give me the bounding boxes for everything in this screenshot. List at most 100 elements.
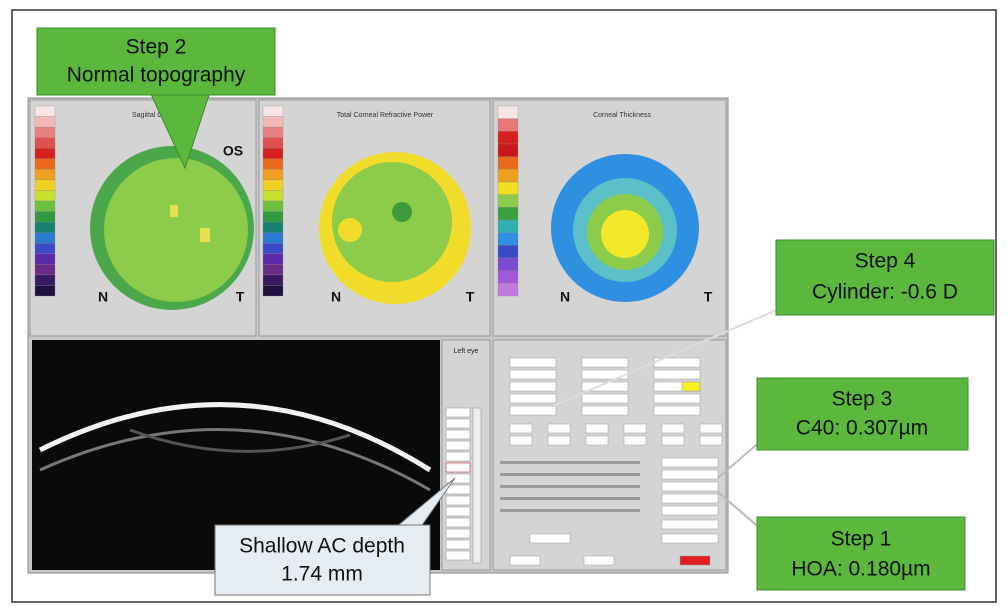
field-label xyxy=(500,509,640,512)
scale-swatch xyxy=(35,106,55,117)
field xyxy=(662,458,718,467)
scale-swatch xyxy=(263,117,283,128)
field xyxy=(662,494,718,503)
map-thickness xyxy=(551,154,699,302)
callout-value: 1.74 mm xyxy=(281,563,363,586)
field xyxy=(662,470,718,479)
callout-text: Cylinder: -0.6 D xyxy=(812,281,958,304)
list-row xyxy=(446,430,470,439)
field xyxy=(662,520,718,529)
field xyxy=(624,424,646,433)
scale-swatch xyxy=(35,285,55,296)
list-row xyxy=(446,529,470,538)
map-title: Corneal Thickness xyxy=(593,112,651,119)
list-row xyxy=(446,518,470,527)
field xyxy=(510,382,556,391)
field xyxy=(548,424,570,433)
field xyxy=(510,424,532,433)
nasal-label: N xyxy=(331,289,341,305)
scale-swatch xyxy=(263,106,283,117)
scale-swatch xyxy=(498,207,518,220)
scale-swatch xyxy=(263,169,283,180)
field xyxy=(586,436,608,445)
field xyxy=(582,394,628,403)
scale-swatch xyxy=(498,157,518,170)
scale-swatch xyxy=(498,106,518,119)
scale-swatch xyxy=(35,243,55,254)
list-row xyxy=(446,540,470,549)
field xyxy=(654,370,700,379)
nasal-label: N xyxy=(560,289,570,305)
list-row xyxy=(446,419,470,428)
field xyxy=(662,424,684,433)
field xyxy=(510,370,556,379)
field xyxy=(584,556,614,565)
callout-title: Shallow AC depth xyxy=(239,535,405,558)
scale-swatch xyxy=(35,233,55,244)
list-row xyxy=(446,441,470,450)
scale-swatch xyxy=(35,159,55,170)
scale-swatch xyxy=(263,201,283,212)
scale-swatch xyxy=(498,195,518,208)
callout-text: HOA: 0.180µm xyxy=(791,558,930,581)
scale-swatch xyxy=(263,285,283,296)
field-highlight xyxy=(682,382,700,391)
callout-step: Step 1 xyxy=(831,528,892,551)
scale-swatch xyxy=(263,159,283,170)
scale-swatch xyxy=(35,222,55,233)
scale-swatch xyxy=(263,212,283,223)
map-refractive xyxy=(319,152,471,304)
field xyxy=(530,534,570,543)
field-label xyxy=(500,497,640,500)
scale-swatch xyxy=(35,117,55,128)
field xyxy=(582,406,628,415)
scale-swatch xyxy=(263,138,283,149)
callout-text: C40: 0.307µm xyxy=(796,417,928,440)
scale-swatch xyxy=(263,127,283,138)
scale-swatch xyxy=(498,245,518,258)
field xyxy=(662,482,718,491)
scale-swatch xyxy=(263,275,283,286)
scale-swatch xyxy=(498,144,518,157)
list-row xyxy=(446,408,470,417)
scale-swatch xyxy=(263,148,283,159)
scale-swatch xyxy=(263,180,283,191)
scale-swatch xyxy=(498,182,518,195)
field-label xyxy=(500,473,640,476)
scale-swatch xyxy=(263,243,283,254)
field xyxy=(662,506,718,515)
scale-swatch xyxy=(35,169,55,180)
field xyxy=(700,436,722,445)
scale-swatch xyxy=(35,180,55,191)
field xyxy=(510,394,556,403)
temporal-label: T xyxy=(466,289,475,305)
field-label xyxy=(500,461,640,464)
list-row xyxy=(446,551,470,560)
scale-swatch xyxy=(263,222,283,233)
field xyxy=(654,406,700,415)
scale-swatch xyxy=(35,201,55,212)
scale-swatch xyxy=(498,220,518,233)
callout-text: Normal topography xyxy=(67,64,246,87)
callout-step: Step 4 xyxy=(855,250,916,273)
field xyxy=(510,436,532,445)
eye-label: OS xyxy=(223,143,243,159)
field xyxy=(654,394,700,403)
scale-swatch xyxy=(35,212,55,223)
scale-swatch xyxy=(35,127,55,138)
field xyxy=(662,436,684,445)
field xyxy=(624,436,646,445)
scale-swatch xyxy=(498,119,518,132)
list-row xyxy=(446,474,470,483)
scale-swatch xyxy=(498,233,518,246)
map-sagittal xyxy=(90,146,254,310)
nasal-label: N xyxy=(98,289,108,305)
image-list xyxy=(446,408,481,563)
scale-swatch xyxy=(498,258,518,271)
page: Sagittal Curvature Total Corneal Refract… xyxy=(0,0,1008,612)
scale-swatch xyxy=(35,190,55,201)
field xyxy=(510,556,540,565)
scale-swatch xyxy=(35,264,55,275)
field xyxy=(662,534,718,543)
scale-swatch xyxy=(35,275,55,286)
